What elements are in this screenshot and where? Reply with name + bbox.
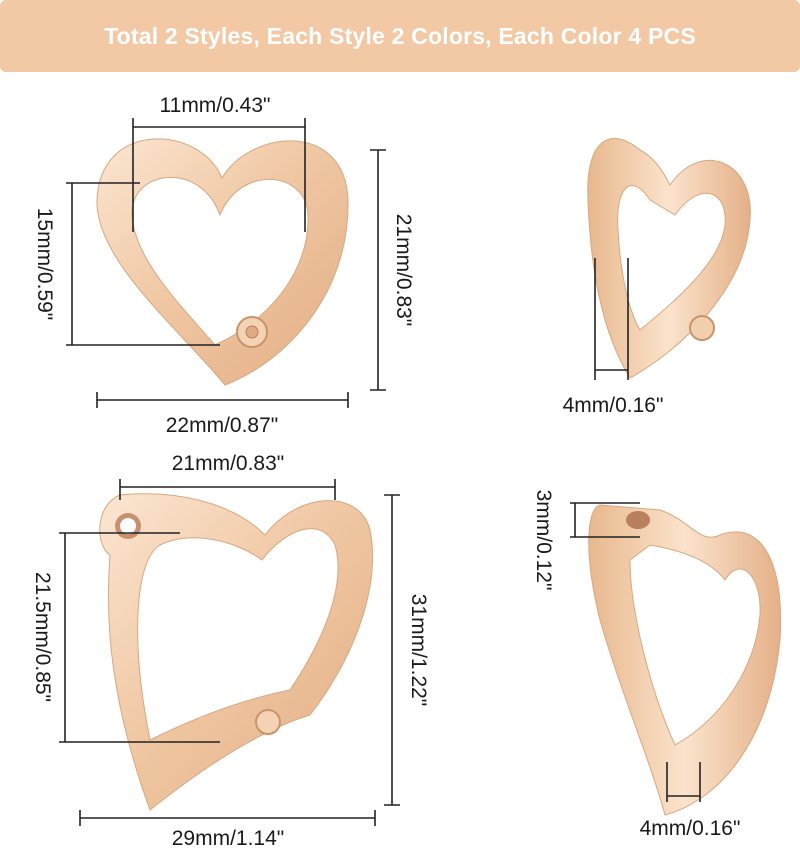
label-style2-hole: 3mm/0.12" — [532, 490, 555, 591]
label-style1-outer-height: 21mm/0.83" — [392, 214, 415, 327]
label-style2-outer-height: 31mm/1.22" — [407, 594, 430, 707]
banner-text: Total 2 Styles, Each Style 2 Colors, Eac… — [104, 22, 696, 49]
dim-style1-outer-width: 22mm/0.87" — [96, 392, 349, 437]
dim-style2-top-width: 21mm/0.83" — [119, 452, 336, 500]
dim-style2-hole: 3mm/0.12" — [532, 490, 640, 591]
dim-style1-inner-width: 11mm/0.43" — [132, 94, 306, 232]
label-style2-inner-height: 21.5mm/0.85" — [31, 572, 54, 702]
heart-clasp-style2-side — [588, 504, 782, 816]
label-style1-outer-width: 22mm/0.87" — [166, 414, 279, 437]
heart-clasp-style2-front — [99, 493, 373, 811]
label-style1-thickness: 4mm/0.16" — [563, 394, 664, 417]
dim-style1-inner-height: 15mm/0.59" — [33, 182, 220, 346]
label-style2-outer-width: 29mm/1.14" — [172, 827, 285, 850]
label-style2-top-width: 21mm/0.83" — [172, 452, 285, 475]
dim-style2-outer-width: 29mm/1.14" — [79, 810, 376, 850]
dim-style1-thickness: 4mm/0.16" — [563, 258, 664, 417]
dim-style1-outer-height: 21mm/0.83" — [370, 149, 415, 391]
dim-style2-thickness: 4mm/0.16" — [640, 762, 741, 840]
label-style1-inner-height: 15mm/0.59" — [33, 208, 56, 321]
dim-style2-inner-height: 21.5mm/0.85" — [31, 532, 220, 743]
title-banner: Total 2 Styles, Each Style 2 Colors, Eac… — [0, 0, 800, 72]
heart-clasp-style1-front — [96, 138, 349, 386]
label-style2-thickness: 4mm/0.16" — [640, 817, 741, 840]
heart-clasp-style1-side — [587, 138, 751, 379]
label-style1-inner-width: 11mm/0.43" — [160, 94, 271, 117]
dim-style2-outer-height: 31mm/1.22" — [384, 494, 430, 806]
